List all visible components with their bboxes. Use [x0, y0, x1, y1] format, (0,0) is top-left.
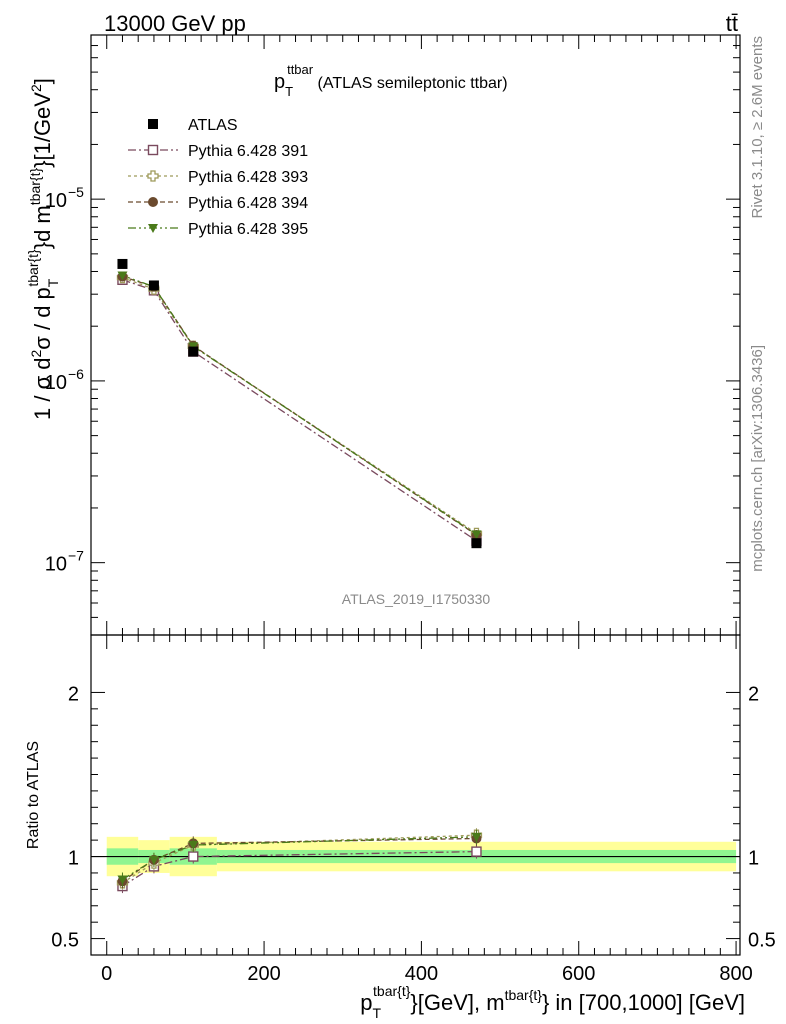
ratio-data-point	[148, 855, 159, 865]
legend-marker	[147, 170, 159, 182]
main-panel: 10−510−610−7 pTttbar (ATLAS semileptonic…	[25, 34, 741, 636]
data-point	[148, 280, 159, 291]
data-point	[117, 271, 128, 281]
main-axis-ticks	[91, 34, 740, 636]
legend-label: Pythia 6.428 394	[188, 195, 308, 212]
ratio-data-point	[471, 832, 482, 842]
ratio-y-tick-label: 2	[68, 683, 79, 705]
ratio-series-line	[122, 850, 477, 887]
series-line	[122, 275, 477, 536]
main-y-tick-labels: 10−510−610−7	[45, 184, 84, 576]
legend-entry: Pythia 6.428 391	[128, 143, 308, 160]
legend-entry: Pythia 6.428 395	[128, 221, 308, 238]
ratio-series-line	[122, 837, 477, 882]
x-tick-label: 800	[719, 963, 752, 985]
legend-label: Pythia 6.428 393	[188, 169, 308, 186]
x-tick-labels: 0 200 400 600 800	[101, 963, 753, 985]
data-point	[188, 346, 199, 357]
ratio-data-point	[471, 846, 482, 857]
ratio-y-tick-label-right: 2	[748, 683, 759, 705]
ratio-y-tick-label: 1	[68, 848, 79, 870]
ratio-data-point	[188, 841, 199, 851]
ratio-series-line	[122, 836, 477, 881]
ratio-axis-ticks	[91, 635, 740, 955]
ratio-y-axis-label: Ratio to ATLAS	[25, 741, 42, 849]
legend-entry: Pythia 6.428 394	[128, 195, 308, 212]
legend-label: ATLAS	[188, 117, 238, 134]
main-y-axis-label: 1 / σ d2σ / d pTtbar{t}}d mtbar{t}}[1/Ge…	[25, 78, 61, 420]
energy-label: 13000 GeV pp	[104, 11, 246, 36]
y-tick-label-exponent: −7	[68, 548, 84, 564]
mcplots-label: mcplots.cern.ch [arXiv:1306.3436]	[749, 345, 766, 572]
x-tick-label: 0	[101, 963, 112, 985]
legend-entry: Pythia 6.428 393	[128, 169, 308, 186]
series-line	[122, 274, 477, 535]
ratio-data-point	[188, 851, 199, 862]
ratio-data-point	[117, 875, 128, 885]
legend-marker	[148, 224, 158, 233]
legend-marker	[147, 144, 159, 156]
x-tick-label: 200	[247, 963, 280, 985]
x-tick-label: 400	[405, 963, 438, 985]
data-point	[471, 538, 482, 549]
ratio-y-tick-label: 0.5	[51, 930, 79, 952]
legend-label: Pythia 6.428 395	[188, 221, 308, 238]
y-tick-label-exponent: −6	[68, 366, 84, 382]
ratio-y-tick-labels: 2 2 1 1 0.5 0.5	[51, 683, 776, 951]
x-tick-label: 600	[562, 963, 595, 985]
legend-marker	[148, 119, 158, 129]
y-tick-label-exponent: −5	[68, 184, 84, 200]
ratio-series-line	[122, 834, 477, 884]
process-label: tt̄	[726, 11, 738, 36]
y-tick-label: 10	[45, 554, 67, 576]
main-series	[116, 258, 483, 549]
svg-text:1 / σ d2σ / d pTtbar{t}}d mtba: 1 / σ d2σ / d pTtbar{t}}d mtbar{t}}[1/Ge…	[25, 78, 61, 420]
analysis-watermark: ATLAS_2019_I1750330	[342, 591, 491, 607]
legend-entry: ATLAS	[148, 117, 238, 134]
ratio-panel: Ratio to ATLAS 2 21 10.5 0.5 0 200 400 600 800 …	[25, 634, 776, 1021]
ratio-frame	[90, 634, 741, 956]
ratio-y-tick-label-right: 1	[748, 848, 759, 870]
y-tick-label: 10	[45, 190, 67, 212]
legend-label: Pythia 6.428 391	[188, 143, 308, 160]
legend-marker	[148, 197, 158, 207]
series-line	[122, 277, 477, 534]
y-tick-label: 10	[45, 372, 67, 394]
ratio-series	[116, 828, 483, 894]
legend: ATLAS Pythia 6.428 391 Pythia 6.428 393 Pyt…	[128, 117, 308, 238]
chart-title: pTttbar (ATLAS semileptonic ttbar)	[274, 62, 508, 99]
series-line	[122, 279, 477, 542]
rivet-version-label: Rivet 3.1.10, ≥ 2.6M events	[749, 36, 766, 219]
x-axis-label: pTtbar{t}}[GeV], mtbar{t}} in [700,1000]…	[360, 983, 745, 1021]
ratio-y-tick-label-right: 0.5	[748, 930, 776, 952]
data-point	[117, 258, 128, 269]
data-point	[471, 530, 482, 540]
